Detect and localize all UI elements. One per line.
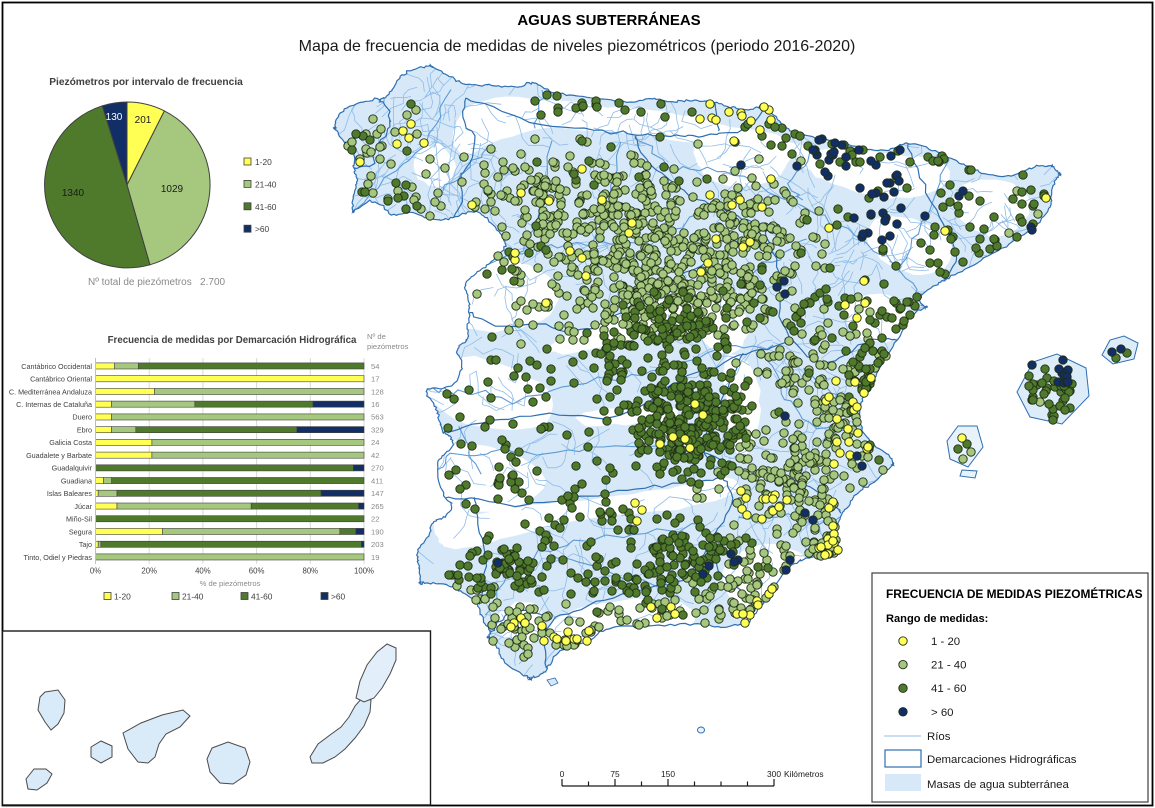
svg-text:147: 147	[371, 489, 384, 498]
svg-text:Miño-Sil: Miño-Sil	[66, 515, 92, 524]
svg-text:40%: 40%	[195, 567, 211, 576]
svg-text:AGUAS SUBTERRÁNEAS: AGUAS SUBTERRÁNEAS	[517, 12, 700, 29]
svg-text:1 - 20: 1 - 20	[931, 636, 960, 648]
svg-text:130: 130	[106, 112, 123, 123]
svg-text:1-20: 1-20	[255, 157, 272, 167]
svg-text:Ríos: Ríos	[927, 731, 951, 743]
svg-text:75: 75	[610, 769, 620, 779]
svg-text:60%: 60%	[249, 567, 265, 576]
svg-text:42: 42	[371, 451, 379, 460]
svg-text:Kilómetros: Kilómetros	[784, 769, 824, 779]
svg-text:1029: 1029	[161, 184, 184, 195]
svg-text:Cantábrico Oriental: Cantábrico Oriental	[30, 375, 92, 384]
svg-text:21-40: 21-40	[255, 179, 277, 189]
svg-text:C. Mediterránea Andaluza: C. Mediterránea Andaluza	[9, 387, 92, 396]
svg-text:270: 270	[371, 464, 384, 473]
svg-text:203: 203	[371, 540, 384, 549]
svg-text:Cantábrico Occidental: Cantábrico Occidental	[21, 362, 92, 371]
svg-text:piezómetros: piezómetros	[367, 342, 409, 351]
svg-text:100%: 100%	[354, 567, 374, 576]
svg-text:Júcar: Júcar	[74, 502, 92, 511]
svg-text:> 60: > 60	[931, 707, 954, 719]
svg-text:Islas Baleares: Islas Baleares	[47, 489, 93, 498]
svg-text:Ebro: Ebro	[77, 425, 92, 434]
svg-text:Nº de: Nº de	[367, 332, 386, 341]
svg-text:0%: 0%	[90, 567, 101, 576]
svg-text:Frecuencia de medidas por Dema: Frecuencia de medidas por Demarcación Hi…	[108, 335, 357, 346]
svg-text:Mapa de frecuencia de medidas: Mapa de frecuencia de medidas de niveles…	[299, 38, 856, 55]
svg-text:Masas de agua subterránea: Masas de agua subterránea	[927, 779, 1070, 791]
svg-text:563: 563	[371, 413, 384, 422]
svg-text:54: 54	[371, 362, 379, 371]
svg-text:Guadalete y Barbate: Guadalete y Barbate	[26, 451, 92, 460]
svg-text:150: 150	[661, 769, 675, 779]
svg-text:265: 265	[371, 502, 384, 511]
svg-text:329: 329	[371, 425, 384, 434]
svg-text:Duero: Duero	[72, 413, 92, 422]
svg-text:300: 300	[767, 769, 781, 779]
svg-text:1-20: 1-20	[114, 592, 131, 602]
svg-text:Tinto, Odiel y Piedras: Tinto, Odiel y Piedras	[24, 553, 93, 562]
svg-text:41-60: 41-60	[255, 202, 277, 212]
svg-text:>60: >60	[331, 592, 346, 602]
svg-text:Guadalquivir: Guadalquivir	[52, 464, 93, 473]
svg-text:24: 24	[371, 438, 379, 447]
svg-text:128: 128	[371, 387, 384, 396]
svg-text:>60: >60	[255, 224, 270, 234]
svg-text:19: 19	[371, 553, 379, 562]
svg-text:21-40: 21-40	[182, 592, 204, 602]
svg-text:20%: 20%	[141, 567, 157, 576]
svg-text:% de piezómetros: % de piezómetros	[200, 579, 261, 588]
svg-text:411: 411	[371, 476, 383, 485]
svg-text:Guadiana: Guadiana	[61, 476, 92, 485]
svg-text:201: 201	[135, 115, 152, 126]
svg-text:1340: 1340	[62, 188, 85, 199]
svg-text:0: 0	[560, 769, 565, 779]
svg-text:17: 17	[371, 375, 379, 384]
svg-text:16: 16	[371, 400, 379, 409]
svg-text:22: 22	[371, 515, 379, 524]
svg-text:Piezómetros por intervalo de f: Piezómetros por intervalo de frecuencia	[49, 77, 243, 88]
svg-text:41-60: 41-60	[251, 592, 273, 602]
svg-text:41 - 60: 41 - 60	[931, 683, 966, 695]
svg-text:Segura: Segura	[69, 527, 92, 536]
svg-text:Nº total de piezómetros 2.70: Nº total de piezómetros 2.700	[88, 277, 225, 288]
svg-text:Demarcaciones Hidrográficas: Demarcaciones Hidrográficas	[927, 754, 1077, 766]
svg-text:FRECUENCIA DE MEDIDAS PIEZOMÉT: FRECUENCIA DE MEDIDAS PIEZOMÉTRICAS	[886, 586, 1143, 601]
svg-text:C. Internas de Cataluña: C. Internas de Cataluña	[16, 400, 92, 409]
svg-text:190: 190	[371, 527, 384, 536]
svg-text:80%: 80%	[302, 567, 318, 576]
svg-text:Tajo: Tajo	[79, 540, 92, 549]
svg-text:21 - 40: 21 - 40	[931, 660, 966, 672]
svg-text:Galicia Costa: Galicia Costa	[49, 438, 92, 447]
svg-text:Rango de medidas:: Rango de medidas:	[886, 613, 988, 625]
